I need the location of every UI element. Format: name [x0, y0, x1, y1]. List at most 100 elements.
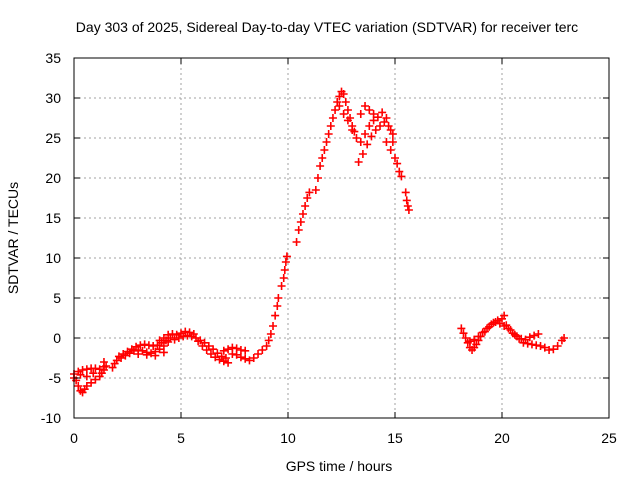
data-point — [549, 345, 558, 354]
data-point — [343, 106, 352, 114]
data-point — [369, 110, 378, 118]
data-point — [202, 346, 211, 354]
data-point — [459, 329, 468, 338]
data-point — [301, 202, 310, 210]
data-point — [198, 342, 207, 350]
plot-border — [73, 57, 610, 419]
data-point — [388, 130, 397, 138]
data-point — [241, 346, 250, 355]
data-point — [82, 365, 91, 374]
data-point — [320, 146, 329, 154]
x-tick-label: 10 — [280, 430, 296, 446]
data-point — [236, 353, 245, 362]
data-point — [391, 154, 399, 162]
data-point — [134, 350, 143, 358]
data-point — [335, 92, 344, 101]
y-tick-label: 35 — [45, 50, 61, 66]
data-point — [339, 90, 348, 98]
data-point — [159, 348, 168, 357]
data-point — [155, 345, 164, 354]
y-tick-label: -5 — [49, 370, 62, 386]
data-point — [380, 118, 389, 126]
data-point — [76, 370, 85, 379]
data-point — [506, 326, 515, 334]
data-point — [331, 106, 340, 114]
data-point — [277, 282, 286, 290]
data-point — [147, 349, 156, 358]
data-point — [461, 334, 470, 342]
data-point — [232, 350, 241, 359]
y-tick-label: 20 — [45, 170, 61, 186]
data-point — [271, 311, 280, 320]
data-point — [403, 202, 412, 210]
data-series-3 — [277, 87, 413, 290]
data-series-1 — [70, 358, 111, 397]
data-point — [474, 332, 483, 341]
data-point — [491, 318, 500, 326]
data-point — [402, 196, 411, 205]
data-point — [373, 113, 382, 122]
data-point — [311, 186, 320, 194]
data-point — [386, 146, 395, 154]
data-point — [273, 302, 282, 310]
data-point — [395, 167, 404, 176]
data-point — [365, 122, 374, 130]
data-point — [397, 172, 406, 181]
x-tick-label: 0 — [70, 430, 78, 446]
plot-frame — [73, 57, 610, 419]
chart-title: Day 303 of 2025, Sidereal Day-to-day VTE… — [76, 19, 578, 35]
y-tick-label: 10 — [45, 250, 61, 266]
data-point — [249, 354, 258, 362]
data-point — [194, 337, 203, 346]
data-point — [553, 342, 562, 350]
x-tick-label: 25 — [601, 430, 617, 446]
x-tick-label: 5 — [177, 430, 185, 446]
data-series-2 — [108, 294, 283, 372]
data-point — [478, 328, 487, 337]
data-point — [151, 351, 160, 360]
data-point — [515, 334, 524, 343]
data-point — [91, 375, 100, 384]
data-point — [269, 322, 278, 330]
data-point — [361, 130, 370, 138]
data-point — [388, 138, 397, 146]
data-point — [142, 350, 151, 359]
data-point — [121, 351, 130, 360]
data-point — [241, 354, 250, 363]
data-point — [282, 252, 291, 261]
data-point — [280, 266, 289, 274]
data-point — [525, 333, 534, 342]
data-point — [363, 140, 372, 149]
data-point — [138, 346, 147, 355]
data-point — [89, 369, 98, 378]
data-point — [371, 126, 380, 134]
data-point — [296, 218, 305, 226]
data-point — [361, 102, 370, 110]
data-point — [384, 122, 393, 130]
data-point — [343, 116, 352, 125]
data-point — [483, 324, 492, 333]
data-point — [367, 132, 376, 141]
data-point — [354, 158, 363, 166]
data-point — [215, 355, 224, 364]
data-point — [136, 341, 145, 350]
data-point — [313, 174, 322, 182]
data-point — [328, 114, 337, 122]
data-point — [365, 106, 374, 114]
y-tick-label: 5 — [53, 290, 61, 306]
data-point — [322, 138, 331, 146]
data-point — [341, 98, 350, 106]
data-point — [258, 346, 267, 354]
data-point — [99, 358, 108, 366]
data-point — [465, 337, 474, 346]
data-point — [170, 335, 179, 344]
axis-ticks: 0 5 10 15 20 25 -10 -5 0 5 10 15 20 25 30 35 — [41, 50, 617, 446]
data-point — [536, 342, 545, 350]
x-tick-label: 15 — [387, 430, 403, 446]
data-point — [316, 162, 325, 170]
data-point — [519, 338, 528, 347]
data-point — [159, 334, 168, 342]
data-point — [326, 122, 335, 130]
data-point — [187, 332, 196, 341]
